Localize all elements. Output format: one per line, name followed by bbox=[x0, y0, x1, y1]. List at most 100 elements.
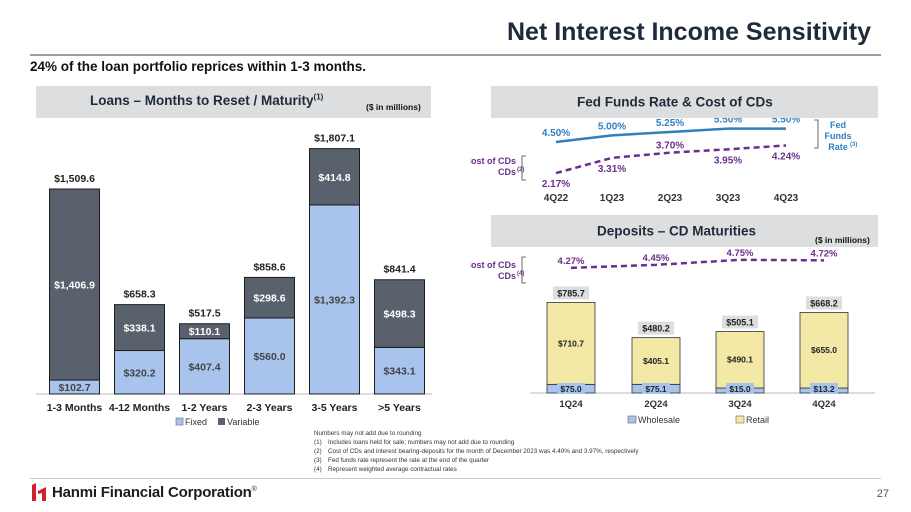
bar-variable bbox=[309, 148, 360, 206]
loans-panel-header: Loans – Months to Reset / Maturity(1) ($… bbox=[36, 86, 431, 118]
wholesale-label-box bbox=[557, 383, 585, 394]
cost-of-cds-line bbox=[555, 144, 787, 175]
data-label-variable: $498.3 bbox=[383, 309, 415, 321]
data-label-variable: $414.8 bbox=[318, 172, 350, 184]
data-label-retail: $710.7 bbox=[558, 338, 584, 348]
x-tick-label: 3-5 Years bbox=[312, 402, 358, 414]
bar-fixed bbox=[244, 317, 295, 395]
bar-variable bbox=[244, 276, 295, 319]
fed-funds-line-chart: 4.50% 5.00% 5.25% 5.50% 5.50% 2.17% 3.31% 3.70%… bbox=[470, 118, 857, 204]
cd-cost-label: 4.24% bbox=[772, 151, 800, 162]
title-divider bbox=[30, 54, 881, 56]
data-label-variable: $338.1 bbox=[123, 323, 155, 335]
cd-cost-label: 2.17% bbox=[542, 179, 570, 190]
cd-cost-label: 3.70% bbox=[656, 141, 684, 152]
data-label-total: $1,807.1 bbox=[314, 133, 355, 145]
cd-maturities-bar-chart: $75.0 $710.7 $785.7 1Q24 $75.1 $405.1 $480.2 2Q… bbox=[470, 248, 875, 425]
hanmi-logo-icon bbox=[32, 483, 46, 501]
x-tick-label: 4-12 Months bbox=[109, 402, 170, 414]
cost-of-cds-series-label: Cost of CDs bbox=[470, 260, 516, 270]
x-tick-label: >5 Years bbox=[378, 402, 421, 414]
total-label-box bbox=[553, 286, 589, 300]
total-label-box bbox=[722, 315, 758, 329]
data-label-wholesale: $13.2 bbox=[813, 384, 835, 394]
legend-swatch-variable bbox=[218, 418, 225, 425]
page-title: Net Interest Income Sensitivity bbox=[506, 18, 871, 46]
x-tick-label: 4Q22 bbox=[544, 193, 569, 204]
bar-variable bbox=[179, 323, 230, 340]
cd-cost-rate-label: 4.72% bbox=[811, 248, 838, 259]
bar-retail bbox=[715, 331, 765, 389]
cd-cost-rate-label: 4.75% bbox=[727, 248, 754, 259]
x-tick-label: 2Q23 bbox=[658, 193, 683, 204]
cd-cost-label: 3.31% bbox=[598, 164, 626, 175]
x-tick-label: 4Q24 bbox=[812, 399, 836, 410]
data-label-retail: $655.0 bbox=[811, 345, 837, 355]
data-label-total: $505.1 bbox=[726, 317, 754, 327]
fed-rate-footnote-ref: (3) bbox=[850, 142, 857, 148]
page-subtitle: 24% of the loan portfolio reprices withi… bbox=[30, 59, 367, 74]
fed-rate-label: 5.50% bbox=[714, 118, 742, 126]
fed-rate-series-label-line1: Fed bbox=[830, 120, 846, 130]
loans-units-label: ($ in millions) bbox=[366, 102, 421, 112]
cost-of-cds-bracket bbox=[521, 155, 526, 181]
bar-variable bbox=[49, 188, 100, 381]
fed-panel-title: Fed Funds Rate & Cost of CDs bbox=[577, 94, 773, 110]
data-label-total: $658.3 bbox=[123, 289, 155, 301]
bar-retail bbox=[799, 312, 849, 389]
bar-retail bbox=[631, 337, 681, 385]
company-name: Hanmi Financial Corporation® bbox=[52, 483, 257, 501]
data-label-variable: $298.6 bbox=[253, 293, 285, 305]
footer-divider bbox=[30, 478, 881, 479]
fed-rate-label: 5.00% bbox=[598, 121, 626, 132]
legend-label-wholesale: Wholesale bbox=[638, 415, 680, 425]
fed-rate-series-label-line3: Rate bbox=[828, 142, 848, 152]
legend-label-fixed: Fixed bbox=[185, 417, 207, 427]
page-number: 27 bbox=[876, 488, 889, 500]
data-label-fixed: $407.4 bbox=[188, 361, 220, 373]
data-label-fixed: $102.7 bbox=[58, 382, 90, 394]
total-label-box bbox=[806, 296, 842, 310]
bar-variable bbox=[114, 304, 165, 352]
data-label-total: $785.7 bbox=[557, 288, 585, 298]
data-label-fixed: $320.2 bbox=[123, 367, 155, 379]
data-label-total: $668.2 bbox=[810, 298, 838, 308]
data-label-fixed: $1,392.3 bbox=[314, 294, 355, 306]
cost-of-cds-series-label-line2: CDs bbox=[498, 271, 516, 281]
wholesale-label-box bbox=[726, 383, 754, 394]
fed-rate-label: 4.50% bbox=[542, 128, 570, 139]
deposits-units-label: ($ in millions) bbox=[815, 235, 870, 245]
wholesale-label-box bbox=[642, 383, 670, 394]
cost-of-cds-series-label-line2: CDs bbox=[498, 167, 516, 177]
cd-cost-label: 3.95% bbox=[714, 155, 742, 166]
data-label-wholesale: $75.0 bbox=[560, 384, 582, 394]
cost-of-cds-footnote-ref: (2) bbox=[517, 167, 524, 173]
fed-funds-line bbox=[555, 127, 786, 144]
loans-panel-title: Loans – Months to Reset / Maturity(1) bbox=[90, 92, 324, 108]
wholesale-label-box bbox=[810, 383, 838, 394]
legend-swatch-retail bbox=[735, 415, 745, 424]
data-label-total: $480.2 bbox=[642, 324, 670, 334]
legend-label-retail: Retail bbox=[746, 415, 769, 425]
bar-fixed bbox=[114, 350, 165, 395]
data-label-wholesale: $15.0 bbox=[729, 384, 751, 394]
bar-fixed bbox=[309, 204, 360, 395]
cd-cost-rate-label: 4.27% bbox=[558, 256, 585, 267]
fed-panel-header: Fed Funds Rate & Cost of CDs bbox=[491, 86, 878, 118]
footnotes: Numbers may not add due to rounding (1) I… bbox=[314, 429, 638, 474]
legend-label-variable: Variable bbox=[227, 417, 259, 427]
data-label-fixed: $560.0 bbox=[253, 351, 285, 363]
data-label-total: $1,509.6 bbox=[54, 173, 95, 185]
x-tick-label: 3Q23 bbox=[716, 193, 741, 204]
x-tick-label: 1Q23 bbox=[600, 193, 625, 204]
deposits-panel-header: Deposits – CD Maturities bbox=[491, 215, 878, 247]
bar-variable bbox=[374, 279, 425, 348]
footnote-item: (1) Includes loans held for sale; numbers… bbox=[314, 439, 515, 447]
footnote-item: (4) Represent weighted average contractua… bbox=[314, 466, 457, 474]
data-label-wholesale: $75.1 bbox=[645, 384, 667, 394]
footnote-header: Numbers may not add due to rounding bbox=[314, 430, 422, 437]
company-logo: Hanmi Financial Corporation® bbox=[30, 481, 257, 503]
fed-rate-label: 5.50% bbox=[772, 118, 800, 126]
data-label-retail: $490.1 bbox=[727, 355, 753, 365]
x-tick-label: 2-3 Years bbox=[247, 402, 293, 414]
